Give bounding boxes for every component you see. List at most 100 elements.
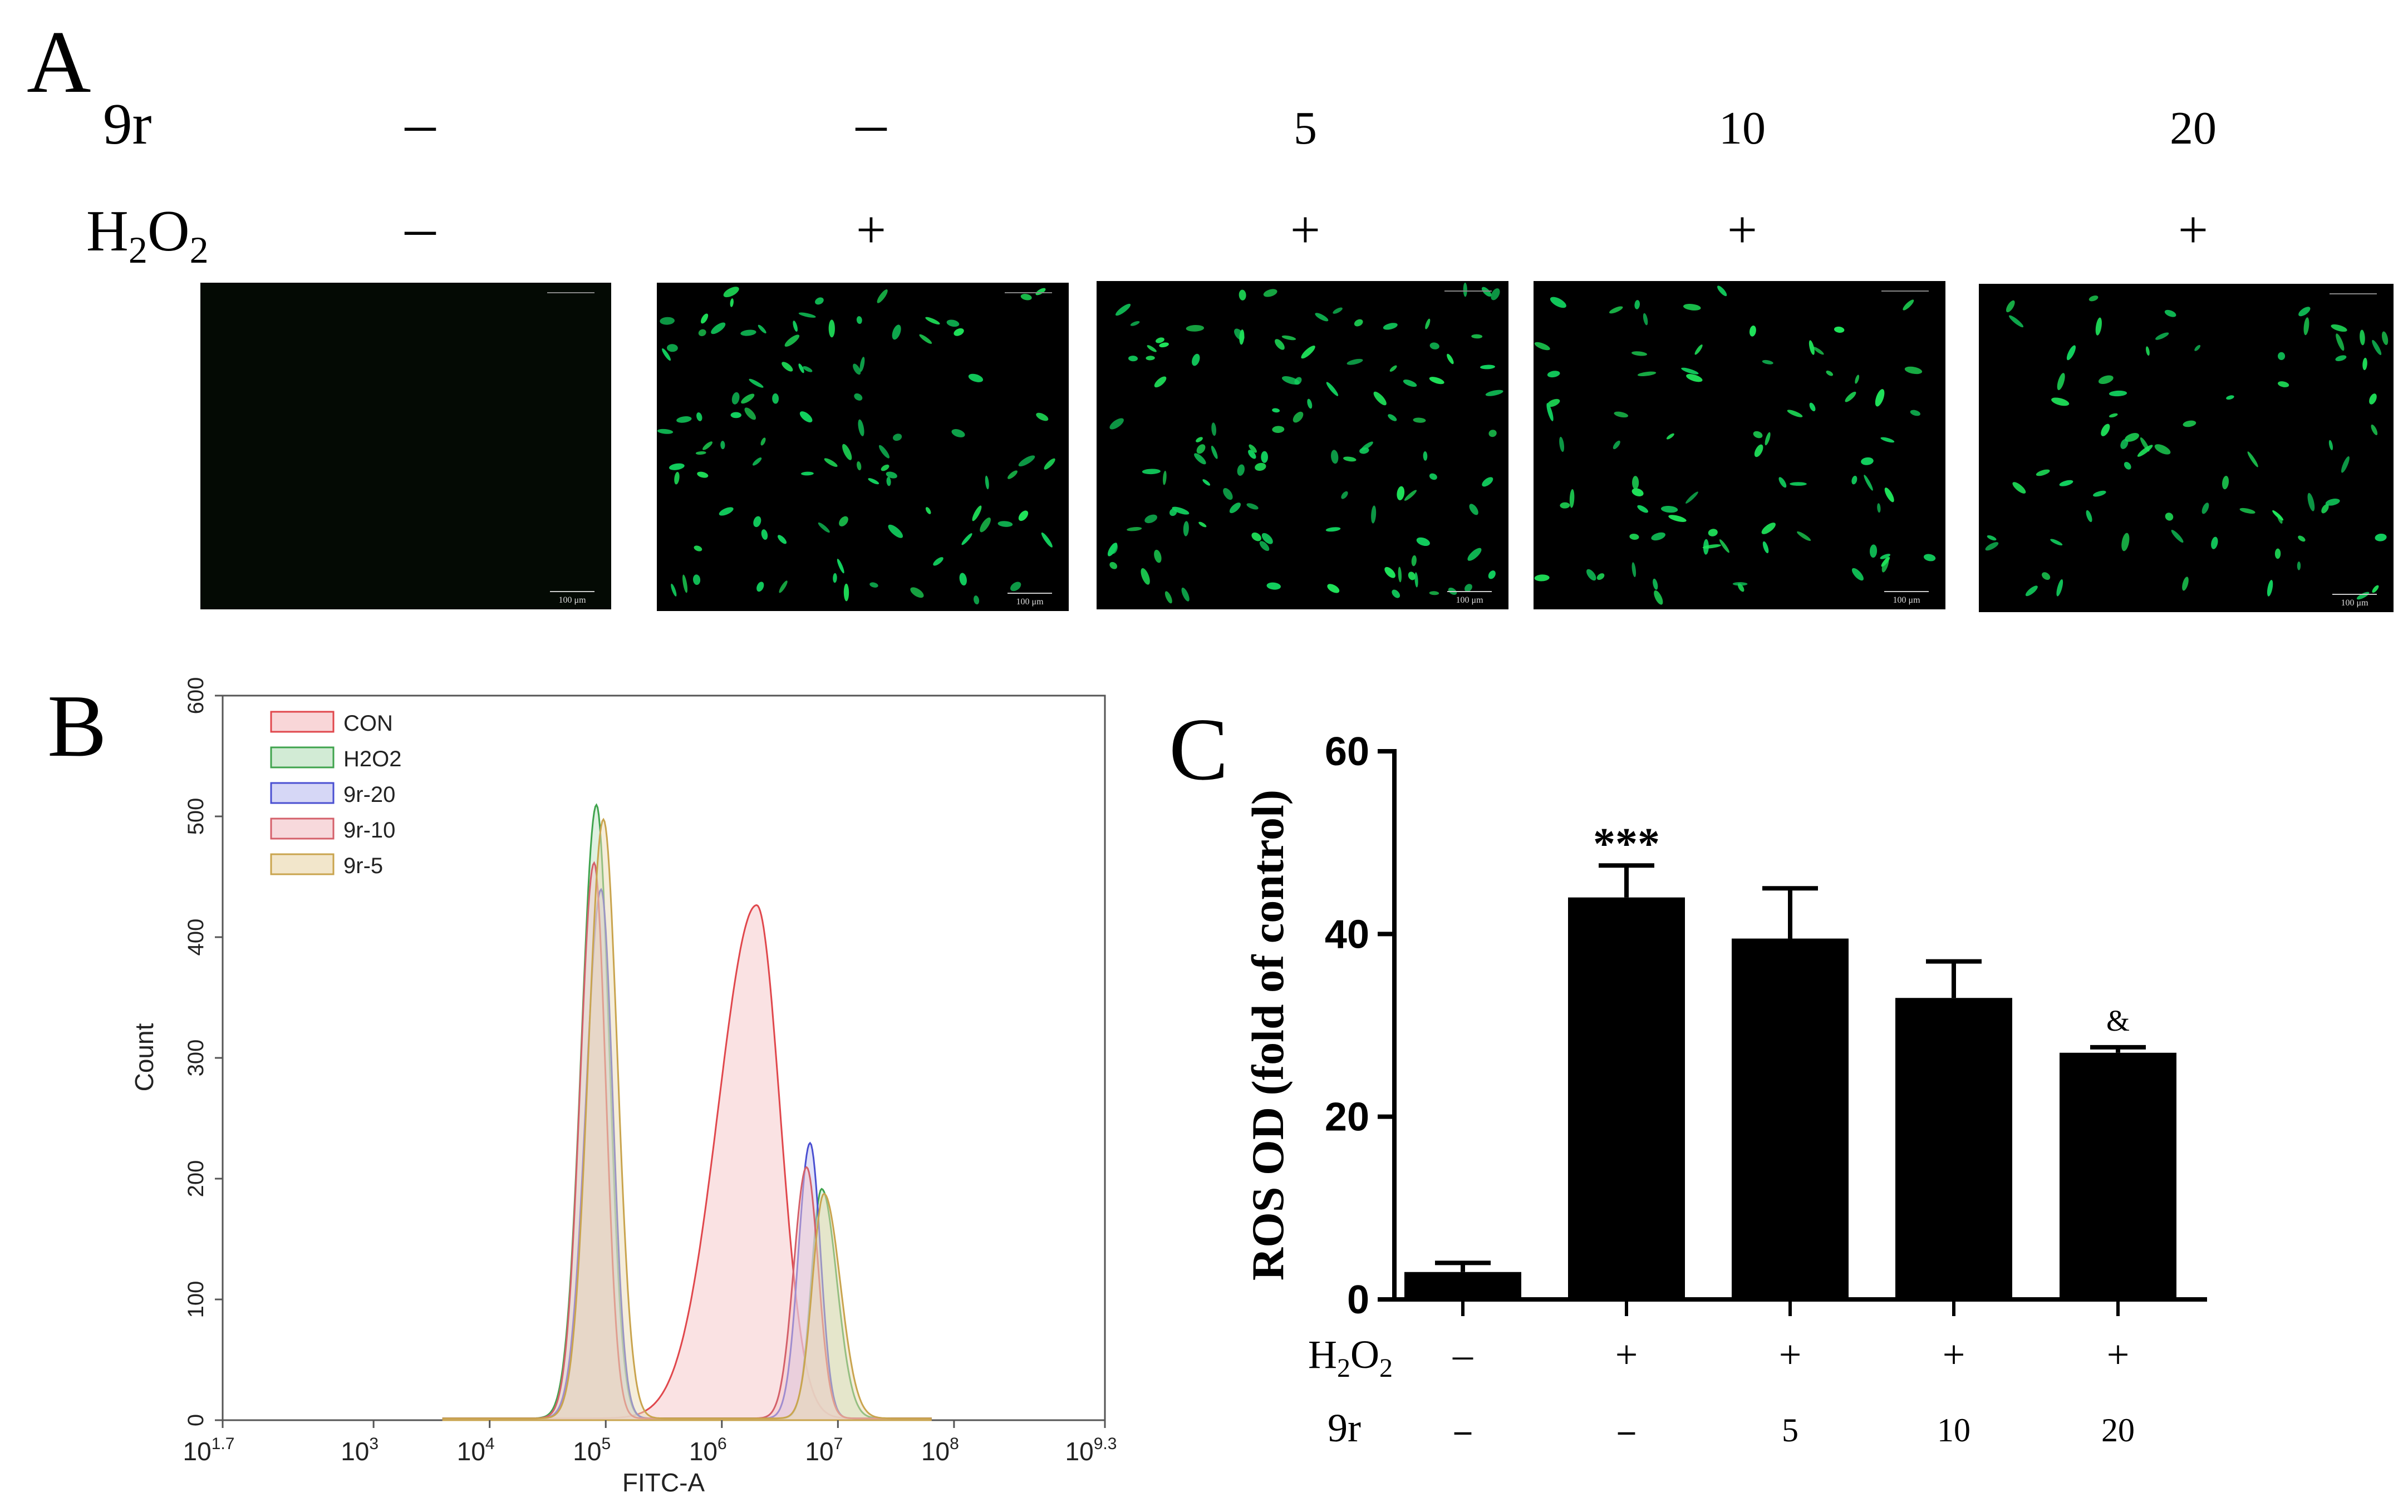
bar-h2o2-value: + [1943, 1332, 1965, 1377]
cell-mark [1115, 303, 1131, 316]
cell-mark [1765, 432, 1771, 446]
cell-mark [1613, 440, 1620, 450]
cell-mark [881, 464, 890, 471]
cell-mark [1403, 380, 1417, 387]
cell-mark [1186, 325, 1205, 332]
legend-label: 9r-5 [343, 854, 383, 878]
cell-mark [2086, 510, 2092, 523]
histogram-x-tick: 103 [341, 1435, 379, 1466]
cell-mark [2109, 413, 2118, 418]
cell-mark [2201, 503, 2209, 514]
cell-mark [828, 319, 835, 338]
cell-mark [2008, 315, 2024, 328]
cell-mark [657, 429, 674, 434]
cell-mark [951, 429, 965, 437]
cell-mark [1654, 590, 1663, 605]
cell-mark [997, 521, 1013, 527]
cell-mark [1851, 568, 1864, 581]
cell-mark [2183, 420, 2196, 427]
cell-mark [818, 522, 830, 533]
cell-mark [697, 471, 709, 478]
cell-mark [1266, 582, 1281, 590]
cell-mark [1987, 535, 1997, 541]
cell-mark [2226, 395, 2234, 400]
cell-mark [1884, 487, 1894, 503]
cell-mark [853, 363, 861, 375]
cell-mark [1044, 458, 1055, 470]
cell-mark [779, 580, 788, 593]
cell-mark [2171, 530, 2184, 543]
cell-mark [1686, 374, 1703, 382]
bar [2060, 1052, 2176, 1299]
cell-mark [1008, 470, 1018, 479]
cell-mark [1534, 342, 1550, 351]
cell-mark [2137, 445, 2153, 457]
cell-mark [2381, 331, 2389, 345]
cell-mark [782, 362, 793, 372]
cell-mark [784, 334, 800, 347]
cell-mark [1404, 490, 1417, 501]
histogram-y-tick: 200 [184, 1160, 208, 1198]
cell-mark [1717, 285, 1727, 297]
bar-treatment-value: – [1618, 1412, 1635, 1449]
cell-mark [1668, 515, 1687, 523]
cell-mark [660, 317, 675, 325]
cell-mark [1826, 370, 1834, 376]
legend-swatch [270, 817, 335, 840]
row-label-h2o2: H2O2 [86, 198, 209, 271]
cell-mark [1447, 353, 1454, 365]
cell-mark [1429, 591, 1439, 595]
cell-mark [837, 559, 844, 574]
cell-mark [2050, 539, 2063, 546]
cell-mark [1128, 356, 1138, 362]
cell-mark [2335, 355, 2347, 362]
cell-mark [744, 407, 756, 420]
histogram-x-tick: 104 [457, 1435, 495, 1466]
cell-mark [1762, 359, 1773, 365]
cell-mark [1559, 436, 1565, 452]
cell-mark [1845, 391, 1856, 402]
cell-mark [2371, 424, 2378, 435]
cell-mark [954, 328, 964, 336]
cell-mark [1229, 503, 1241, 514]
cell-mark [1326, 382, 1339, 396]
cell-mark [919, 334, 932, 344]
cell-mark [2307, 492, 2315, 511]
cell-mark [1275, 339, 1285, 350]
cell-mark [858, 419, 864, 436]
cell-mark [1315, 313, 1329, 322]
cell-mark [2341, 456, 2350, 473]
cell-mark [1147, 345, 1157, 352]
cell-mark [1923, 554, 1936, 562]
cell-mark [696, 412, 702, 421]
cell-mark [1202, 479, 1211, 486]
cell-mark [1301, 345, 1315, 359]
cell-mark [1159, 342, 1169, 348]
fluorescence-micrograph: 100 μm [657, 283, 1069, 611]
legend-label: 9r-10 [343, 818, 395, 843]
cell-mark [886, 476, 891, 486]
cell-mark [2006, 300, 2015, 313]
cell-mark [2267, 580, 2273, 597]
bar-h2o2-value: + [1779, 1332, 1802, 1377]
cell-mark [1181, 587, 1190, 602]
cell-mark [1569, 489, 1575, 508]
cell-mark [2140, 437, 2150, 452]
cell-mark [980, 517, 991, 533]
cell-mark [2098, 375, 2114, 385]
cell-mark [731, 392, 740, 405]
bar [1732, 938, 1849, 1299]
cell-mark [1249, 444, 1257, 453]
cell-mark [695, 451, 706, 455]
cell-mark [1429, 473, 1437, 480]
cell-mark [1875, 389, 1885, 407]
cell-mark [2056, 579, 2063, 597]
cell-mark [1414, 572, 1418, 588]
col-treatment-value: 20 [2170, 102, 2217, 154]
cell-mark [1163, 470, 1167, 485]
bar-h2o2-value: + [2107, 1332, 2130, 1377]
cell-mark [1482, 477, 1493, 487]
cell-mark [1343, 456, 1357, 462]
cell-mark [2325, 499, 2340, 506]
cell-mark [1491, 288, 1500, 301]
